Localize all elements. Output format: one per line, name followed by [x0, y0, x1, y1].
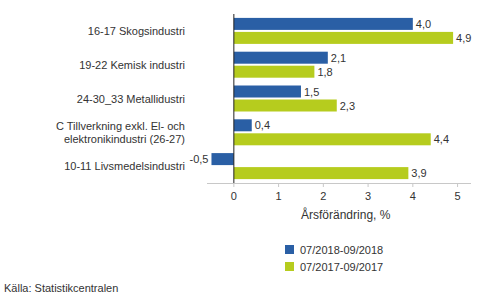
- legend-label: 07/2017-09/2017: [300, 261, 383, 273]
- bar: [234, 66, 315, 78]
- data-label: 4,4: [434, 133, 449, 145]
- data-label: 0,4: [255, 119, 270, 131]
- category-label: 19-22 Kemisk industri: [79, 59, 185, 71]
- x-tick-label: 5: [455, 190, 461, 202]
- data-label: 4,0: [416, 18, 431, 30]
- data-label: 1,8: [317, 66, 332, 78]
- x-axis-line: [207, 183, 471, 184]
- x-tick-label: 2: [320, 190, 326, 202]
- x-tick-label: 0: [231, 190, 237, 202]
- category-label: 24-30_33 Metallidustri: [77, 93, 185, 105]
- x-tick: [368, 183, 369, 187]
- x-tick: [457, 183, 458, 187]
- bar: [234, 100, 337, 112]
- bar: [234, 167, 409, 179]
- x-tick: [278, 183, 279, 187]
- category-label: C Tillverkning exkl. El- ochelektronikin…: [56, 120, 185, 145]
- source: Källa: Statistikcentralen: [4, 282, 118, 294]
- bar: [234, 133, 431, 145]
- legend-label: 07/2018-09/2018: [300, 244, 383, 256]
- data-label: 4,9: [456, 32, 471, 44]
- x-tick: [233, 183, 234, 187]
- category-label: 16-17 Skogsindustri: [88, 25, 185, 37]
- x-tick: [412, 183, 413, 187]
- bar: [211, 153, 233, 165]
- x-tick: [323, 183, 324, 187]
- x-axis-title: Årsförändring, %: [301, 207, 391, 222]
- legend-swatch: [285, 245, 294, 254]
- data-label: 2,3: [340, 100, 355, 112]
- data-label: 1,5: [304, 86, 319, 98]
- x-tick-label: 3: [365, 190, 371, 202]
- bar: [234, 52, 328, 64]
- data-label: -0,5: [190, 153, 209, 165]
- data-label: 2,1: [331, 52, 346, 64]
- bar: [234, 119, 252, 131]
- data-label: 3,9: [411, 167, 426, 179]
- x-tick-label: 4: [410, 190, 416, 202]
- chart: 0 1 2 3 4 5 4,0 2,1 1,5 0,4 -0,5 4,9 1,8 2,3 4,4 3,9 16-…: [0, 0, 493, 304]
- zero-line: [233, 14, 234, 183]
- bars: [211, 18, 453, 179]
- bar: [234, 18, 413, 30]
- legend-swatch: [285, 262, 294, 271]
- category-label: 10-11 Livsmedelsindustri: [64, 160, 185, 172]
- bar: [234, 32, 453, 44]
- x-tick-label: 1: [276, 190, 282, 202]
- bar: [234, 86, 301, 98]
